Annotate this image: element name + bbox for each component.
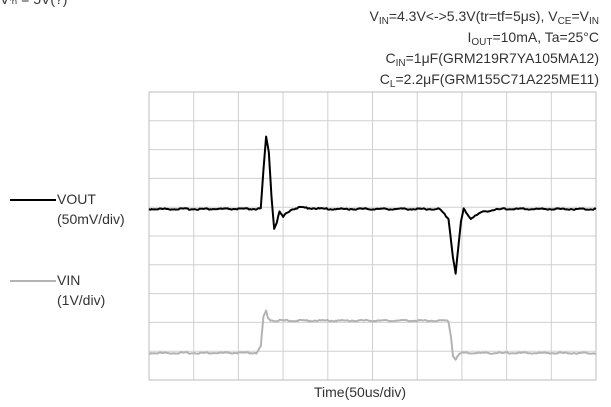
condition-line-3: CIN=1μF(GRM219R7YA105MA12) xyxy=(385,50,599,69)
condition-line-1: VIN=4.3V<->5.3V(tr=tf=5μs), VCE=VIN xyxy=(369,8,599,27)
chart-traces xyxy=(148,135,597,361)
vin-legend-swatch xyxy=(10,280,56,282)
vin-trace xyxy=(148,309,597,361)
vin-legend-name: VIN xyxy=(57,272,81,288)
condition-line-2: IOUT=10mA, Ta=25°C xyxy=(467,29,599,48)
vout-trace xyxy=(148,135,597,275)
chart-frame xyxy=(148,91,597,381)
condition-line-4: CL=2.2μF(GRM155C71A225ME11) xyxy=(379,71,599,90)
vout-legend-name: VOUT xyxy=(57,191,96,207)
top-clipped-text: Vᴵₙ = 5V(?) xyxy=(0,0,67,8)
vout-legend-scale: (50mV/div) xyxy=(57,211,125,227)
vin-legend-scale: (1V/div) xyxy=(57,292,106,308)
chart-grid xyxy=(148,91,597,381)
x-axis-label: Time(50us/div) xyxy=(314,384,407,400)
vout-legend-swatch xyxy=(10,199,56,201)
